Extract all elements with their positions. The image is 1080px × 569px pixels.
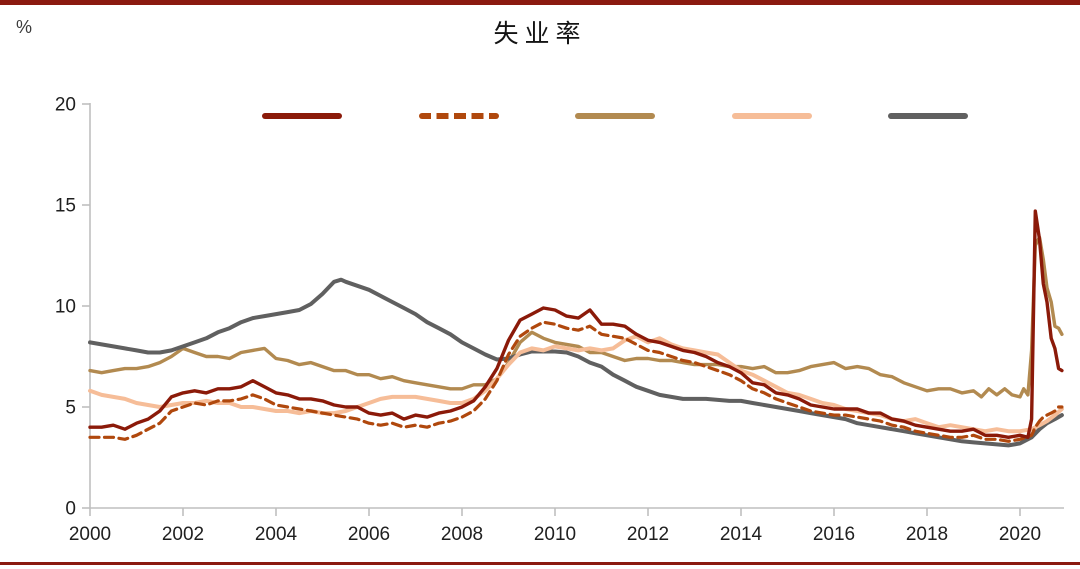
y-tick-label: 0 [65,499,76,520]
x-tick-label: 2018 [906,524,948,545]
x-tick-label: 2016 [813,524,855,545]
x-tick-label: 2014 [720,524,763,545]
x-tick-label: 2004 [255,524,298,545]
x-tick-label: 2020 [999,524,1041,545]
x-tick-label: 2010 [534,524,576,545]
y-tick-label: 10 [55,297,76,318]
legend [262,113,968,119]
y-tick-label: 20 [55,95,76,116]
series-line-s1-solid-maroon [88,209,1064,439]
y-tick-label: 15 [55,196,76,217]
x-tick-label: 2008 [441,524,483,545]
top-accent-bar [0,0,1080,5]
x-tick-label: 2006 [348,524,390,545]
series-line-s3-solid-tan [88,235,1064,399]
series-line-s4-solid-peach [88,334,1064,434]
series-line-s2-dashed-rust [88,320,1064,443]
x-tick-label: 2002 [162,524,204,545]
x-tick-label: 2012 [627,524,669,545]
x-tick-label: 2000 [69,524,111,545]
legend-swatch-solid-peach [731,113,812,119]
chart-title: 失业率 [493,19,587,48]
bottom-accent-bar [0,562,1080,565]
legend-swatch-solid-tan [575,113,655,119]
legend-swatch-dashed-rust [418,113,499,119]
y-tick-label: 5 [65,398,76,419]
y-axis-unit-label: % [16,17,33,37]
legend-swatch-solid-gray [888,113,968,119]
series-line-s5-solid-gray [88,277,1064,448]
legend-swatch-solid-maroon [262,113,342,119]
